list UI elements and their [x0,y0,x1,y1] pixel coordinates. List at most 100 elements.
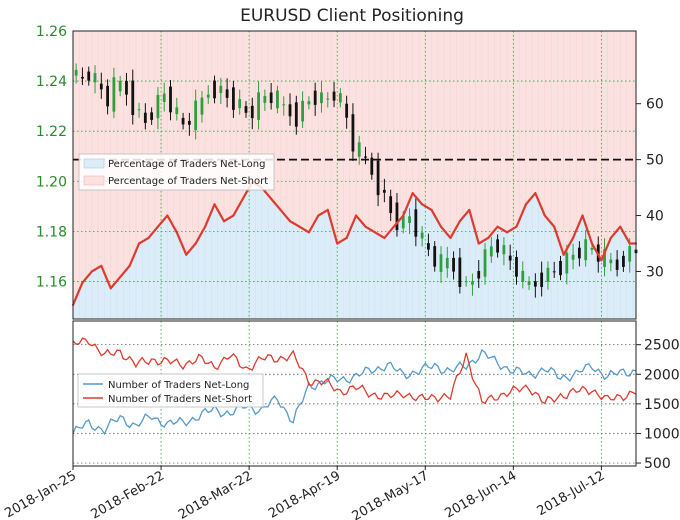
candle-body [439,254,443,272]
percent-line-segment [75,289,81,299]
percent-line-segment [181,246,188,256]
percent-line-segment [175,231,182,241]
percent-line-segment [521,203,528,213]
candle-body [301,100,305,122]
candle-body [395,202,399,231]
candle-body [364,156,367,158]
percent-line-segment [556,234,562,247]
percent-line-segment [600,251,606,262]
candle-body [414,209,418,237]
percent-line-segment [540,206,546,217]
percent-axis: 30 40 50 60 [636,97,664,280]
candle-body [175,107,179,115]
percent-line-segment [100,264,106,275]
candle-body [263,96,267,103]
candle-body [106,85,109,107]
percent-line-segment [131,249,138,260]
candle-body [345,103,349,118]
candle-body [552,271,556,273]
percent-line-segment [534,192,540,202]
candle-body [590,247,594,250]
candle-body [433,246,437,267]
candle-body [238,99,242,109]
positioning-panel: 1.16 1.18 1.20 1.22 1.24 1.26 30 40 50 60 Percen… [36,24,664,320]
candle-body [370,157,374,175]
percent-line-segment [571,229,578,240]
candle-body [540,272,544,287]
candle-body [458,257,462,287]
percent-line-segment [559,244,565,256]
price-tick-label: 1.26 [36,24,67,40]
candle-body [483,249,487,277]
candle-body [131,80,135,115]
candle-body [496,239,500,253]
candle-body [565,252,569,274]
bottom-legend: Number of Traders Net-Long Number of Tra… [77,373,264,408]
top-legend: Percentage of Traders Net-Long Percentag… [78,153,275,191]
legend-label-count-short: Number of Traders Net-Short [108,394,252,405]
candle-body [332,91,336,101]
date-tick-label: 2018-Apr-19 [266,468,343,520]
candle-body [326,98,330,100]
percent-line-segment [332,231,339,245]
percent-line-segment [204,218,210,228]
date-tick-label: 2018-Jun-14 [443,468,520,520]
candle-body [162,93,166,102]
net-long-count-line [72,348,637,436]
candle-body [427,243,430,250]
chart-title: EURUSD Client Positioning [240,6,464,26]
legend-swatch-net-long [83,158,105,169]
price-tick-label: 1.22 [36,124,67,140]
candle-body [615,259,619,270]
count-tick-label: 1500 [644,397,680,413]
percent-line-segment [581,214,587,226]
candle-body [219,85,223,94]
candle-body [533,281,537,287]
candle-body [382,189,386,193]
percent-line-segment [603,244,609,254]
legend-swatch-net-short [83,175,105,186]
percent-line-segment [78,281,84,292]
candle-body [622,255,625,267]
percent-tick-label: 60 [646,97,664,113]
candle-body [546,267,550,282]
legend-label-net-short: Percentage of Traders Net-Short [108,176,268,187]
candle-body [250,105,254,119]
count-tick-label: 1000 [644,426,680,442]
percent-line-segment [207,210,213,221]
candle-body [603,249,606,267]
candle-body [294,102,298,127]
percent-net-line [71,180,638,307]
candle-body [200,97,204,115]
candle-body [502,245,506,255]
candle-body [559,260,562,276]
candle-body [628,246,632,262]
candle-body [338,93,342,103]
percent-line-segment [103,272,109,282]
percent-line-segment [468,208,474,223]
candle-body [225,89,229,98]
percent-line-segment [474,231,480,245]
net-long-fill [73,182,636,319]
percent-line-segment [345,229,351,240]
candle-body [112,77,116,112]
candle-body [137,109,141,111]
net-short-count-line [72,337,637,405]
candle-body [150,112,154,120]
candle-body [276,90,279,109]
candle-body [577,247,581,259]
bottom-legend-box [77,373,264,408]
trader-count-lines [72,337,637,436]
candle-body [187,120,191,125]
legend-label-count-long: Number of Traders Net-Long [108,380,249,391]
candle-body [143,112,147,123]
percent-line-segment [178,238,185,249]
candle-body [194,100,198,131]
bottom-panel-frame [72,320,637,467]
percent-line-segment [518,210,524,221]
percent-line-segment [134,242,141,253]
date-tick-label: 2018-Mar-22 [176,468,255,520]
candle-body [571,254,575,260]
candle-body [464,281,468,283]
